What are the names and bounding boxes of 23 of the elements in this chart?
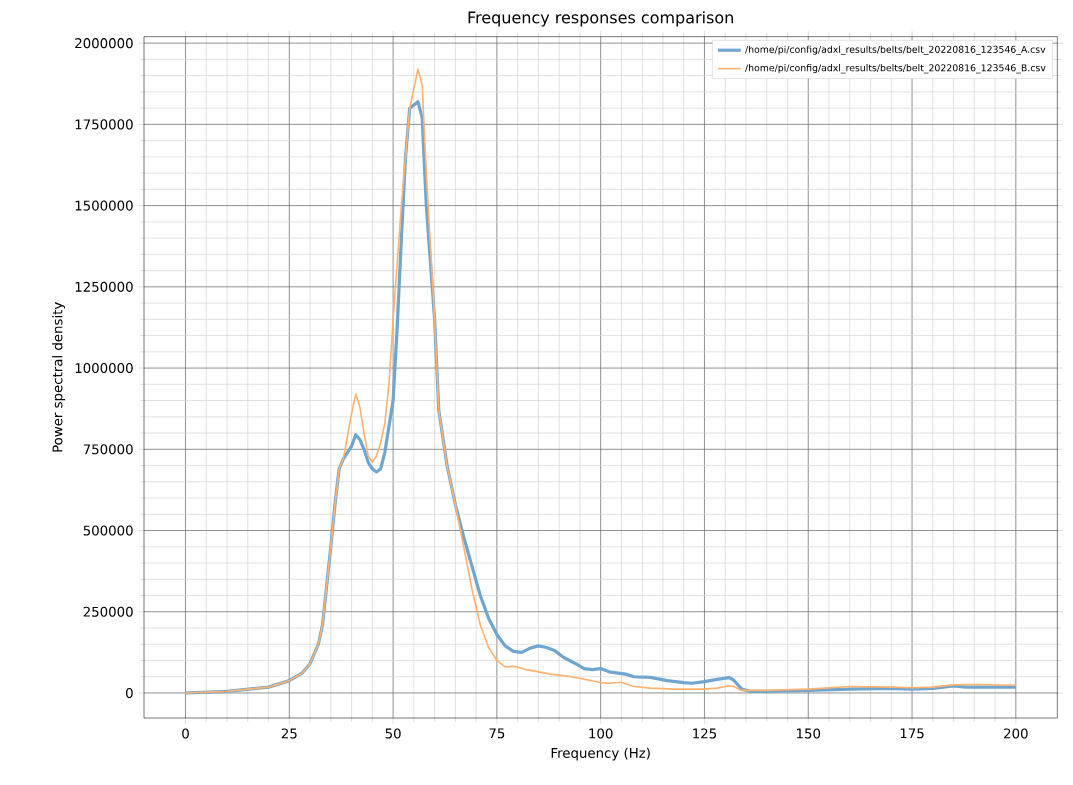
x-tick-label: 200 (1004, 728, 1028, 739)
chart-title: Frequency responses comparison (468, 11, 733, 27)
x-tick-label: 125 (693, 728, 717, 739)
x-tick-label: 100 (589, 728, 613, 739)
legend-label: /home/pi/config/adxl_results/belts/belt_20220816_123546_A.csv (745, 45, 1046, 55)
y-tick-label: 1750000 (75, 119, 133, 130)
y-tick-label: 750000 (83, 444, 133, 455)
y-tick-label: 2000000 (75, 38, 133, 49)
x-tick-label: 75 (489, 728, 505, 739)
legend-label: /home/pi/config/adxl_results/belts/belt_20220816_123546_B.csv (745, 64, 1046, 74)
y-tick-label: 1250000 (75, 281, 133, 292)
x-tick-label: 0 (182, 728, 189, 739)
y-tick-label: 0 (126, 687, 133, 699)
x-tick-label: 175 (900, 728, 924, 739)
x-tick-label: 50 (385, 728, 401, 739)
y-tick-label: 250000 (83, 606, 133, 617)
y-tick-label: 1000000 (75, 363, 133, 374)
y-tick-label: 500000 (83, 525, 133, 536)
y-tick-label: 1500000 (75, 200, 133, 211)
x-axis-title: Frequency (Hz) (551, 747, 650, 761)
x-tick-label: 25 (281, 728, 297, 739)
y-axis-title: Power spectral density (52, 302, 66, 452)
x-tick-label: 150 (796, 728, 821, 739)
